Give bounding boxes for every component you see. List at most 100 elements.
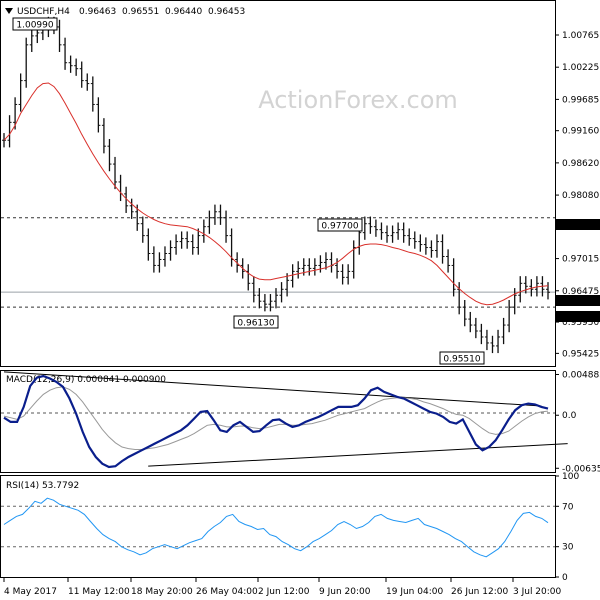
price-bar: [251, 276, 256, 303]
price-bar: [268, 294, 273, 312]
x-tick-label: 2 Jun 12:00: [258, 587, 310, 597]
x-tick-label: 26 May 04:00: [196, 587, 258, 597]
price-annotation: 0.97700: [317, 218, 363, 232]
x-tick-label: 19 Jun 04:00: [386, 587, 443, 597]
price-bar: [412, 231, 417, 249]
symbol-label: USDCHF,H4: [17, 7, 70, 17]
macd-y-axis: 0.004883 0.0 -0.006354: [555, 370, 600, 474]
price-bar: [484, 329, 489, 351]
price-bar: [501, 317, 506, 345]
open-value: 0.96463: [79, 7, 116, 17]
rsi-panel-frame: [0, 475, 556, 578]
price-bar: [390, 225, 395, 243]
close-value: 0.96453: [208, 7, 245, 17]
price-bar: [479, 323, 484, 345]
price-bar: [63, 37, 68, 70]
macd-signal-line: [3, 386, 549, 450]
moving-average-line: [3, 82, 549, 306]
price-bar: [2, 133, 6, 148]
price-bar: [446, 249, 451, 273]
price-bar: [473, 317, 478, 339]
rsi-y-tick-label: 70: [562, 502, 574, 512]
price-bar: [373, 219, 378, 237]
macd-y-tick-label: 0.0: [562, 411, 577, 421]
price-bar: [312, 258, 317, 276]
price-bar: [451, 258, 456, 297]
price-bar: [174, 234, 179, 255]
price-bar: [118, 174, 123, 202]
price-bar: [57, 19, 62, 52]
price-bar: [18, 73, 23, 112]
support-price-tag: 0.96200: [556, 311, 600, 323]
price-bars: [2, 16, 550, 354]
low-value: 0.96440: [165, 7, 202, 17]
price-bar: [490, 335, 495, 354]
price-bar: [124, 186, 129, 213]
resistance-price-text: 0.97700: [559, 221, 596, 231]
price-bar: [157, 252, 162, 273]
price-bar: [190, 234, 195, 255]
x-tick-label: 11 May 12:00: [68, 587, 130, 597]
price-bar: [229, 228, 234, 267]
price-bar: [168, 240, 173, 261]
price-bar: [68, 55, 73, 73]
price-bar: [196, 228, 201, 255]
rsi-y-tick-label: 100: [562, 472, 579, 482]
price-bar: [279, 282, 284, 303]
price-bar: [512, 288, 517, 315]
dropdown-triangle-icon: [5, 8, 13, 14]
price-bar: [307, 258, 312, 276]
price-bar: [162, 246, 167, 267]
price-bar: [329, 252, 334, 273]
price-bar: [290, 264, 295, 288]
price-bar: [85, 73, 90, 91]
price-bar: [507, 300, 512, 333]
x-tick-label: 26 Jun 12:00: [451, 587, 508, 597]
price-y-axis: 1.00765 1.00225 0.99685 0.99160 0.98620 0.980…: [555, 31, 599, 359]
macd-label: MACD(12,26,9) 0.000841 0.000900: [6, 375, 166, 385]
price-bar: [379, 222, 384, 240]
price-annotation-text: 0.96130: [237, 319, 274, 329]
price-annotation-text: 0.97700: [321, 222, 358, 232]
x-tick-label: 18 May 20:00: [131, 587, 193, 597]
price-bar: [368, 216, 373, 234]
price-bar: [179, 231, 184, 249]
price-bar: [440, 234, 445, 264]
ohlc-header: USDCHF,H4 0.96463 0.96551 0.96440 0.9645…: [5, 7, 245, 17]
macd-main-line: [3, 374, 549, 469]
high-value: 0.96551: [122, 7, 159, 17]
support-price-text: 0.96200: [559, 313, 596, 323]
price-bar: [323, 252, 328, 270]
price-bar: [262, 294, 267, 312]
watermark: ActionForex.com: [258, 86, 458, 114]
price-bar: [151, 246, 156, 273]
price-bar: [285, 273, 290, 297]
price-annotations: 1.00990 0.97700 0.96130 0.95510: [12, 17, 485, 365]
price-bar: [318, 255, 323, 273]
price-bar: [79, 61, 84, 88]
price-panel-frame: [0, 0, 556, 367]
x-tick-label: 3 Jul 20:00: [513, 587, 562, 597]
rsi-levels: [1, 505, 555, 548]
price-bar: [346, 264, 351, 285]
rsi-y-axis: 100 70 30 0: [555, 472, 579, 583]
price-bar: [335, 258, 340, 279]
macd-panel-frame: [0, 370, 556, 473]
price-bar: [401, 222, 406, 243]
price-bar: [24, 37, 29, 88]
price-bar: [29, 28, 34, 52]
price-y-tick-label: 0.97015: [562, 255, 599, 265]
price-bar: [146, 228, 151, 261]
macd-trendline: [3, 371, 542, 407]
price-annotation-text: 0.95510: [443, 355, 480, 365]
price-bar: [246, 264, 251, 291]
current-price-text: 0.96453: [559, 297, 596, 307]
price-bar: [362, 216, 367, 240]
price-bar: [385, 225, 390, 243]
price-y-tick-label: 1.00765: [562, 31, 599, 41]
price-bar: [113, 156, 118, 190]
price-bar: [546, 282, 550, 300]
price-bar: [396, 222, 401, 240]
price-bar: [468, 311, 473, 333]
macd-trendlines: [3, 371, 568, 467]
